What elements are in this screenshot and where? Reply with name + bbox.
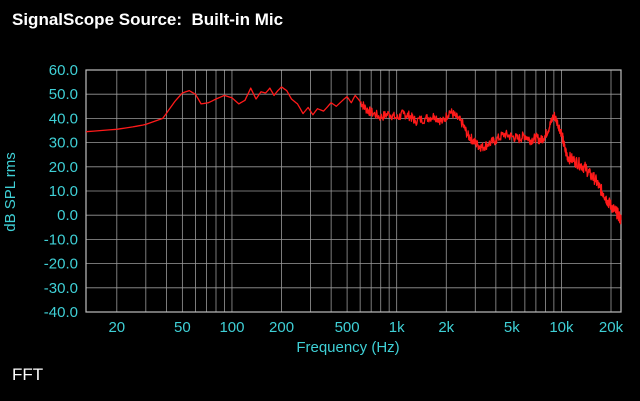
y-tick-labels: 60.0 50.0 40.0 30.0 20.0 10.0 0.0 -10.0 -20.0 -30…: [44, 62, 78, 321]
grid: [86, 69, 621, 313]
x-tick-labels: 20 50 100 200 500 1k 2k 5k 10k 20k: [108, 319, 623, 336]
y-tick-label: -30.0: [44, 280, 78, 297]
y-tick-label: 20.0: [49, 159, 78, 176]
source-title: SignalScope Source: Built-in Mic: [12, 10, 284, 29]
x-tick-label: 1k: [389, 319, 405, 336]
x-tick-label: 5k: [504, 319, 520, 336]
x-tick-label: 500: [335, 319, 360, 336]
x-tick-label: 20k: [599, 319, 624, 336]
x-tick-label: 100: [219, 319, 244, 336]
spectrum-trace: [85, 86, 622, 225]
x-axis-label: Frequency (Hz): [296, 339, 399, 356]
x-tick-label: 10k: [549, 319, 574, 336]
y-axis-label: dB SPL rms: [2, 152, 19, 231]
y-tick-label: -10.0: [44, 231, 78, 248]
y-tick-label: 30.0: [49, 135, 78, 152]
analysis-mode-label: FFT: [12, 365, 44, 384]
x-tick-label: 200: [269, 319, 294, 336]
y-tick-label: -20.0: [44, 256, 78, 273]
y-tick-label: 50.0: [49, 86, 78, 103]
y-tick-label: 0.0: [57, 207, 78, 224]
y-tick-label: 10.0: [49, 183, 78, 200]
y-tick-label: 40.0: [49, 110, 78, 127]
plot-frame: [85, 69, 622, 313]
x-tick-label: 50: [174, 319, 191, 336]
x-tick-label: 2k: [438, 319, 454, 336]
y-tick-label: 60.0: [49, 62, 78, 79]
x-tick-label: 20: [108, 319, 125, 336]
y-tick-label: -40.0: [44, 304, 78, 321]
